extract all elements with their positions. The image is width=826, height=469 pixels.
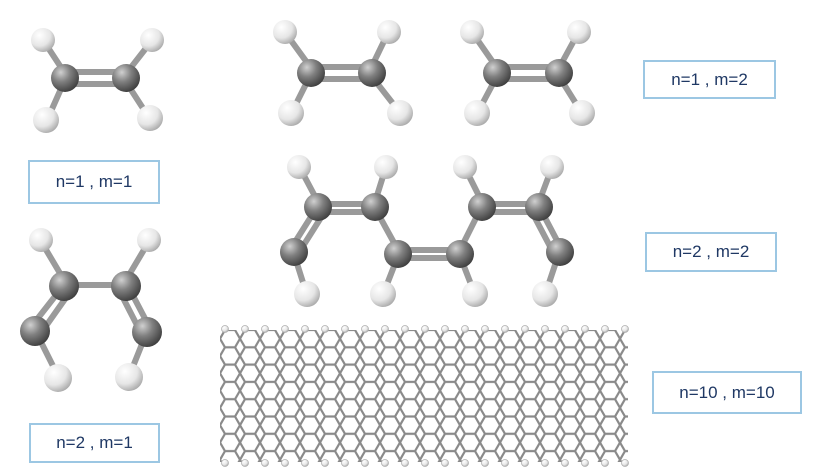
hydrogen-atom [374, 155, 398, 179]
graphene-sheet [220, 330, 628, 462]
edge-hydrogens [221, 325, 629, 467]
carbon-atom [361, 193, 389, 221]
hydrogen-atom [377, 20, 401, 44]
label-n2-m1: n=2 , m=1 [29, 423, 160, 463]
hydrogen-atom [140, 28, 164, 52]
molecule-n1-m2-b [460, 20, 595, 126]
carbon-atom [111, 271, 141, 301]
molecule-n1-m2-a [273, 20, 413, 126]
hydrogen-atom [464, 100, 490, 126]
carbon-atom [297, 59, 325, 87]
hydrogen-atom [370, 281, 396, 307]
molecule-n2-m2 [280, 155, 574, 307]
hydrogen-atom [29, 228, 53, 252]
carbon-atom [468, 193, 496, 221]
carbon-atom [49, 271, 79, 301]
hydrogen-atom [137, 105, 163, 131]
carbon-atom [545, 59, 573, 87]
label-n1-m2: n=1 , m=2 [643, 60, 776, 99]
hydrogen-atom [567, 20, 591, 44]
hydrogen-atom [44, 364, 72, 392]
carbon-atom [304, 193, 332, 221]
hydrogen-atom [273, 20, 297, 44]
carbon-atom [483, 59, 511, 87]
hydrogen-atom [287, 155, 311, 179]
carbon-atom [132, 317, 162, 347]
hydrogen-atom [453, 155, 477, 179]
label-n1-m1: n=1 , m=1 [28, 160, 160, 204]
hydrogen-atom [294, 281, 320, 307]
hydrogen-atom [462, 281, 488, 307]
hydrogen-atom [115, 363, 143, 391]
hydrogen-atom [569, 100, 595, 126]
carbon-atom [446, 240, 474, 268]
hydrogen-atom [33, 107, 59, 133]
molecule-n2-m1 [20, 228, 162, 392]
carbon-atom [384, 240, 412, 268]
hydrogen-atom [278, 100, 304, 126]
hydrogen-atom [460, 20, 484, 44]
molecule-n1-m1 [31, 28, 164, 133]
carbon-atom [112, 64, 140, 92]
carbon-atom [280, 238, 308, 266]
hydrogen-atom [532, 281, 558, 307]
molecule-n10-m10 [220, 325, 629, 467]
hydrogen-atom [31, 28, 55, 52]
label-n2-m2: n=2 , m=2 [645, 232, 777, 272]
carbon-atom [525, 193, 553, 221]
hydrogen-atom [137, 228, 161, 252]
hydrogen-atom [387, 100, 413, 126]
carbon-atom [51, 64, 79, 92]
carbon-atom [546, 238, 574, 266]
hydrogen-atom [540, 155, 564, 179]
carbon-atom [20, 316, 50, 346]
label-n10-m10: n=10 , m=10 [652, 371, 802, 414]
carbon-atom [358, 59, 386, 87]
